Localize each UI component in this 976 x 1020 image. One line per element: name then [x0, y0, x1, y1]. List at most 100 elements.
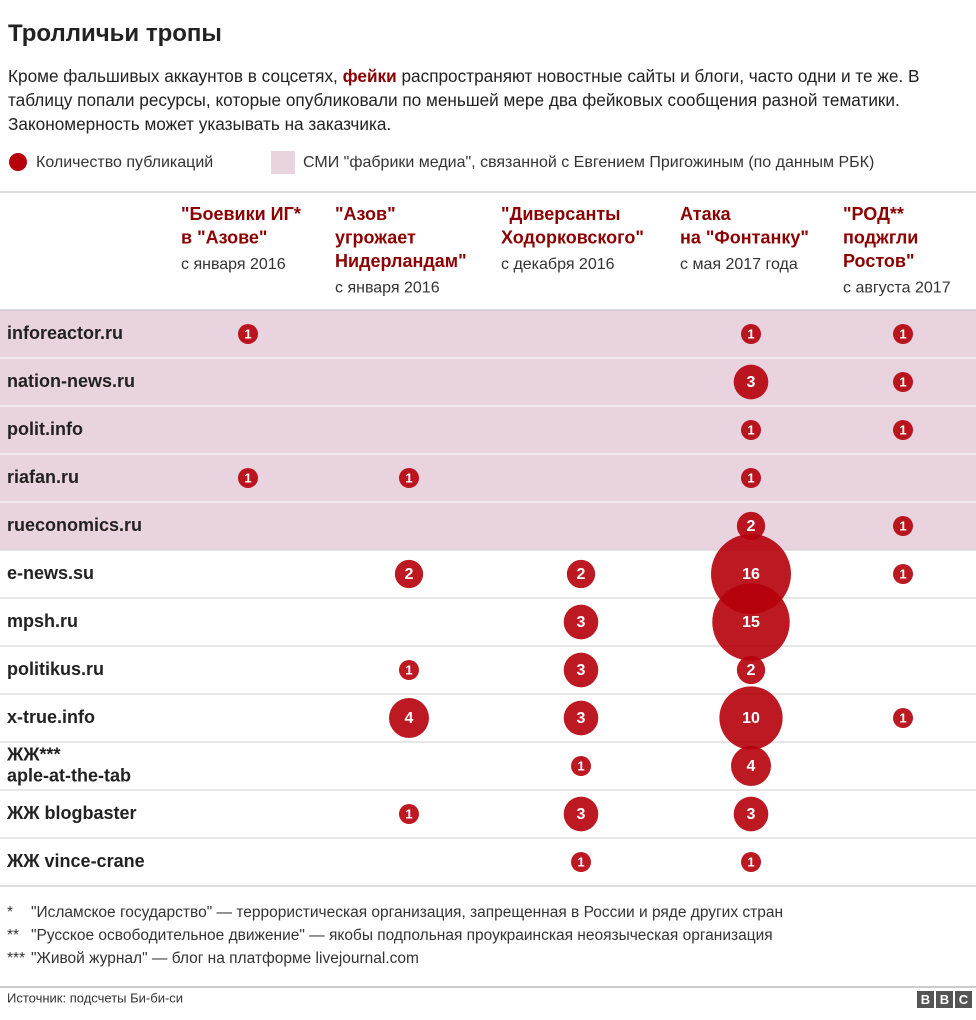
row-background	[0, 694, 976, 742]
count-label: 4	[405, 710, 414, 727]
column-title: "Диверсанты	[501, 204, 621, 224]
count-bubble	[566, 559, 596, 589]
column-since: с декабря 2016	[501, 256, 615, 273]
site-name: mpsh.ru	[7, 611, 78, 631]
site-name: rueconomics.ru	[7, 515, 142, 535]
count-label: 16	[742, 566, 760, 583]
count-bubble	[389, 698, 429, 738]
count-label: 1	[577, 854, 584, 869]
column-since: с января 2016	[181, 256, 286, 273]
count-bubble	[741, 852, 761, 872]
count-label: 15	[742, 614, 760, 631]
logo-letter: B	[921, 992, 930, 1007]
intro: Кроме фальшивых аккаунтов в соцсетях, фе…	[8, 64, 974, 136]
logo-box	[917, 991, 934, 1008]
intro-highlight: фейки	[342, 66, 397, 86]
count-bubble	[893, 708, 913, 728]
count-bubble	[893, 420, 913, 440]
count-bubble	[399, 468, 419, 488]
legend-label: СМИ "фабрики медиа", связанной с Евгение…	[303, 154, 874, 171]
footnote-text: "Русское освободительное движение" — яко…	[31, 927, 773, 944]
footnote-text: "Живой журнал" — блог на платформе livej…	[31, 950, 419, 967]
count-label: 3	[577, 710, 586, 727]
site-name: e-news.su	[7, 563, 94, 583]
row-background	[0, 454, 976, 502]
count-label: 1	[405, 470, 412, 485]
count-label: 1	[899, 566, 906, 581]
source: Источник: подсчеты Би-би-си	[7, 990, 183, 1005]
count-bubble	[238, 468, 258, 488]
count-label: 1	[747, 470, 754, 485]
intro-text: Кроме фальшивых аккаунтов в соцсетях,	[8, 66, 343, 86]
count-label: 3	[577, 614, 586, 631]
column-title: на "Фонтанку"	[680, 227, 809, 247]
count-label: 1	[747, 854, 754, 869]
row-background	[0, 646, 976, 694]
row-background	[0, 838, 976, 886]
count-bubble	[563, 700, 599, 736]
row-background	[0, 742, 976, 790]
column-since: с августа 2017	[843, 280, 951, 297]
site-name: ЖЖ***	[6, 744, 61, 764]
column-title: "РОД**	[843, 204, 904, 224]
site-name: x-true.info	[7, 707, 95, 727]
intro-text: распространяют новостные сайты и блоги, …	[8, 66, 920, 134]
logo-box	[936, 991, 953, 1008]
column-title: Нидерландам"	[335, 251, 467, 271]
footnote-mark: *	[7, 904, 13, 921]
count-label: 1	[899, 326, 906, 341]
count-bubble	[712, 583, 790, 661]
count-bubble	[399, 804, 419, 824]
site-name: politikus.ru	[7, 659, 104, 679]
count-bubble	[733, 796, 769, 832]
legend-dot	[9, 153, 27, 171]
count-label: 1	[405, 662, 412, 677]
count-label: 1	[244, 326, 251, 341]
title: Тролличьи тропы	[8, 20, 222, 47]
count-bubble	[893, 372, 913, 392]
count-label: 3	[747, 806, 756, 823]
count-bubble	[563, 652, 599, 688]
count-bubble	[571, 852, 591, 872]
logo-letter: B	[940, 992, 949, 1007]
row-background	[0, 550, 976, 598]
count-bubble	[893, 324, 913, 344]
count-label: 1	[577, 758, 584, 773]
row-background	[0, 310, 976, 358]
count-label: 1	[899, 422, 906, 437]
count-bubble	[736, 511, 766, 541]
footnote-text: "Исламское государство" — террористическ…	[31, 904, 783, 921]
count-label: 1	[747, 326, 754, 341]
count-label: 3	[577, 806, 586, 823]
count-bubble	[733, 364, 769, 400]
column-since: с мая 2017 года	[680, 256, 798, 273]
count-label: 1	[405, 806, 412, 821]
count-label: 3	[577, 662, 586, 679]
site-name: polit.info	[7, 419, 83, 439]
count-bubble	[741, 324, 761, 344]
row-background	[0, 598, 976, 646]
count-label: 1	[899, 518, 906, 533]
column-title: Атака	[680, 204, 732, 224]
count-label: 2	[747, 518, 756, 535]
count-bubble	[394, 559, 424, 589]
count-bubble	[741, 468, 761, 488]
column-title: в "Азове"	[181, 227, 267, 247]
column-since: с января 2016	[335, 280, 440, 297]
row-background	[0, 502, 976, 550]
row-background	[0, 406, 976, 454]
site-name: ЖЖ blogbaster	[6, 803, 137, 823]
footnote-mark: ***	[7, 950, 25, 967]
site-name: riafan.ru	[7, 467, 79, 487]
count-label: 1	[899, 374, 906, 389]
column-title: поджгли	[843, 227, 918, 247]
row-background	[0, 790, 976, 838]
count-label: 10	[742, 710, 760, 727]
count-label: 1	[244, 470, 251, 485]
count-bubble	[238, 324, 258, 344]
column-title: "Боевики ИГ*	[181, 204, 301, 224]
count-label: 4	[747, 758, 756, 775]
row-background	[0, 358, 976, 406]
